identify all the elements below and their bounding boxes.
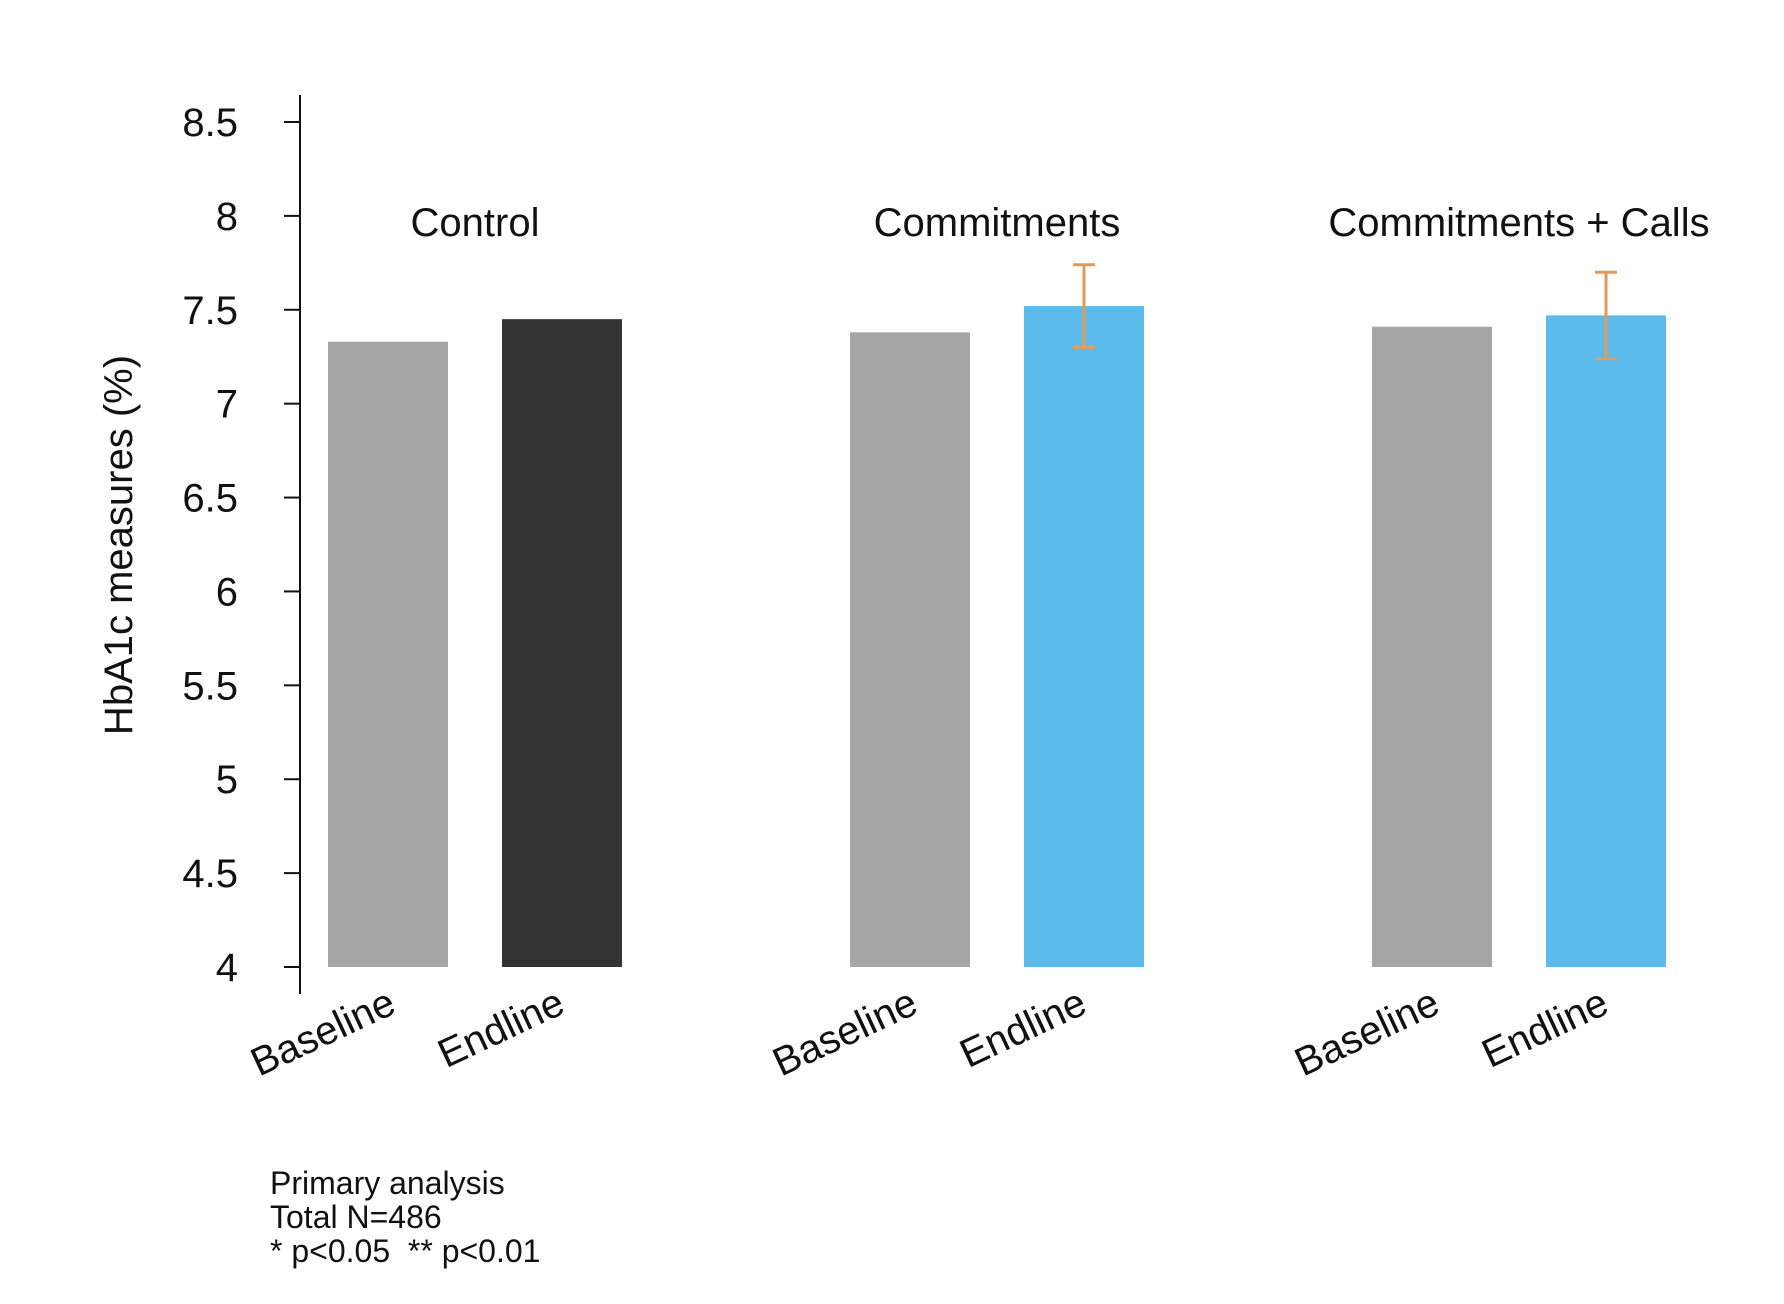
bar [502,319,622,968]
category-label: Endline [1475,980,1615,1076]
bar [1024,306,1144,967]
category-label: Endline [953,980,1093,1076]
category-label: Baseline [766,980,924,1085]
y-tick-label: 7.5 [182,289,238,333]
bar [850,332,970,967]
group-label: Commitments + Calls [1328,201,1709,245]
category-label: Baseline [1288,980,1446,1085]
group-label: Control [411,201,540,245]
y-tick-label: 5.5 [182,664,238,708]
bar [1546,315,1666,967]
footnotes: Primary analysis Total N=486 * p<0.05 **… [270,1166,870,1268]
y-tick-label: 5 [216,758,238,802]
y-tick-label: 4 [216,946,238,990]
y-tick-label: 8.5 [182,101,238,145]
y-axis-title: HbA1c measures (%) [97,355,141,735]
y-tick-label: 6.5 [182,477,238,521]
y-tick-label: 6 [216,570,238,614]
footnote-significance: * p<0.05 ** p<0.01 [270,1233,541,1269]
group-label: Commitments [874,201,1121,245]
y-tick-label: 4.5 [182,852,238,896]
y-tick-label: 8 [216,195,238,239]
category-label: Baseline [244,980,402,1085]
bar [1372,326,1492,968]
category-label: Endline [431,980,571,1076]
footnote-analysis: Primary analysis [270,1165,505,1201]
y-tick-label: 7 [216,383,238,427]
bar [328,341,448,967]
footnote-sample-size: Total N=486 [270,1199,442,1235]
